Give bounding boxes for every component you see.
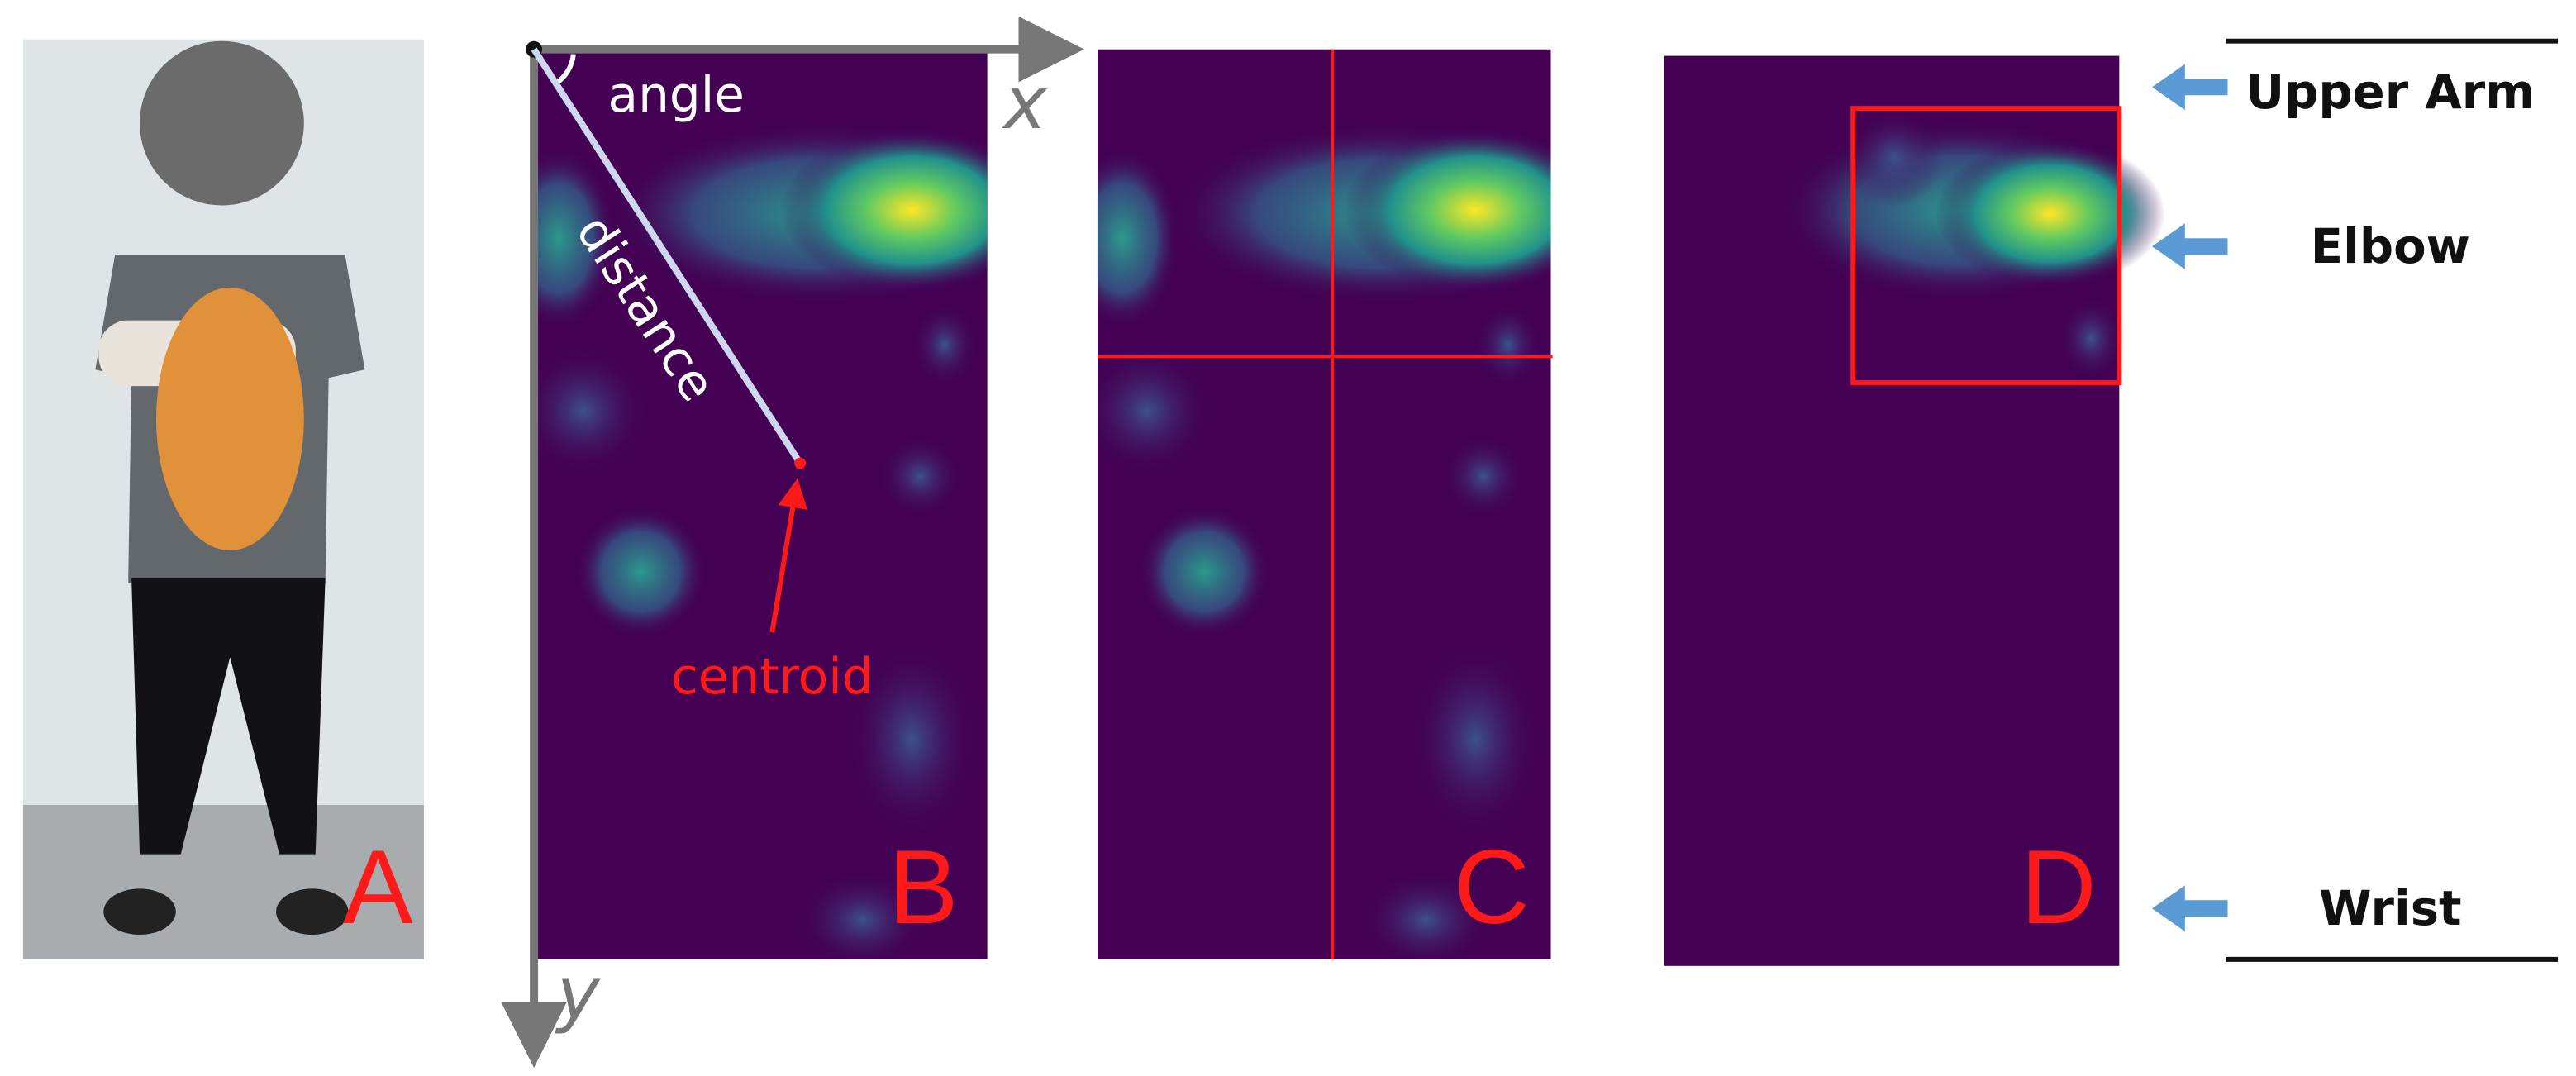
marker-label: Wrist <box>2319 880 2462 936</box>
y-axis-label: y <box>555 951 601 1036</box>
marker-legend: Upper Arm Elbow Wrist <box>2152 38 2559 962</box>
panel-label: C <box>1454 828 1530 945</box>
panel-label: A <box>343 828 413 945</box>
x-axis-label: x <box>1002 61 1048 145</box>
angle-label: angle <box>608 67 745 124</box>
panel-label: D <box>2021 828 2097 945</box>
heatmap-panel: angle distance centroid x y B <box>501 16 1085 1069</box>
panel-label: B <box>888 828 959 945</box>
heatmap-panel: D <box>1664 55 2165 966</box>
heatmap-panel: C <box>1097 49 1553 959</box>
marker-label: Elbow <box>2311 218 2470 274</box>
centroid-label: centroid <box>671 649 874 706</box>
photo-panel: A <box>22 39 424 959</box>
marker-label: Upper Arm <box>2245 64 2535 120</box>
